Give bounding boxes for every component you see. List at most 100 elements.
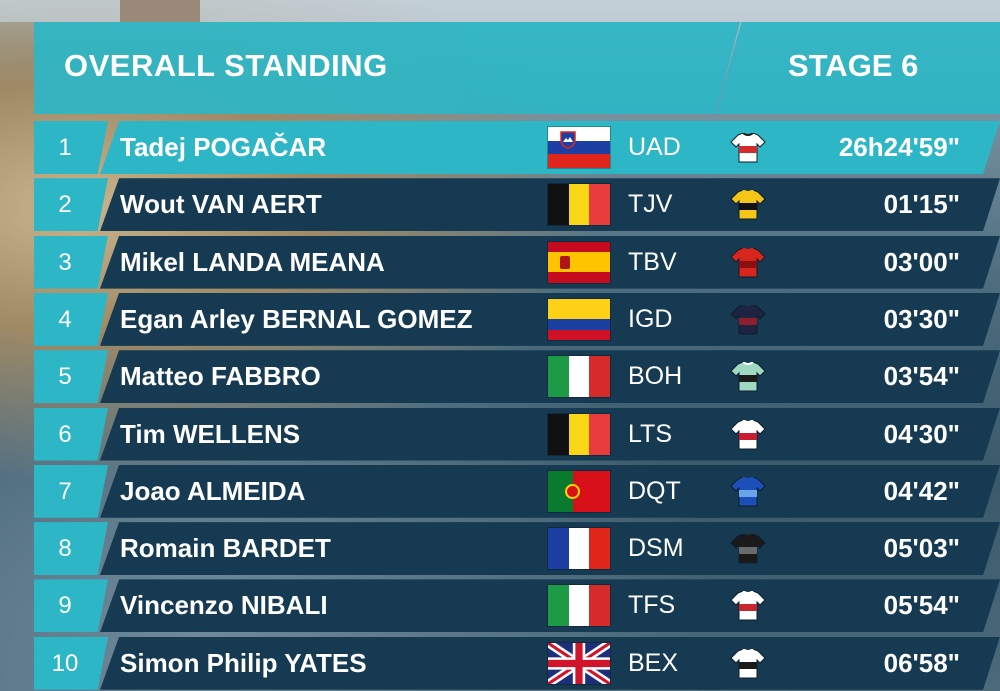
rider-cell [100,121,736,174]
team-code: DSM [628,534,684,563]
rider-name: Romain BARDET [120,533,331,564]
rider-name: Matteo FABBRO [120,361,321,392]
rank-cell [34,350,108,404]
standing-row: 6 Tim WELLENS LTS 04'30" [34,407,1000,461]
rider-cell [100,407,736,461]
team-code: IGD [628,304,673,333]
rider-cell [100,292,736,346]
background-sky [0,0,1000,22]
rider-name: Simon Philip YATES [120,647,367,678]
rider-cell [100,464,736,518]
rider-time: 04'42" [883,475,960,506]
rank-cell [34,121,108,174]
team-code: BEX [628,648,679,677]
rider-name: Tadej POGAČAR [120,132,327,162]
standing-row: 5 Matteo FABBRO BOH 03'54" [34,350,1000,404]
rider-cell [100,636,736,690]
rank-number: 9 [58,592,72,620]
belgium-flag [548,184,610,226]
rank-number: 10 [51,649,79,677]
time-cell [788,579,1000,633]
spain-flag [548,241,610,283]
rank-number: 4 [58,305,72,333]
boh-jersey-icon [730,361,766,392]
rider-name: Vincenzo NIBALI [120,590,328,621]
tfs-jersey-icon [730,590,766,621]
rider-cell [100,235,736,289]
team-code: TJV [628,190,673,219]
standing-row: 7 Joao ALMEIDA DQT 04'42" [34,464,1000,518]
team-code: BOH [628,362,683,391]
rider-name: Joao ALMEIDA [120,475,306,506]
standing-row: 8 Romain BARDET DSM 05'03" [34,522,1000,576]
team-code: TFS [628,591,676,620]
rider-name: Egan Arley BERNAL GOMEZ [120,303,473,334]
uad-jersey-icon [730,132,766,163]
rider-time: 06'58" [883,647,960,678]
slovenia-flag [548,127,610,168]
stage-label: STAGE 6 [788,48,919,83]
rider-time: 04'30" [883,418,960,449]
rider-cell [100,178,736,232]
dqt-jersey-icon [730,475,766,507]
time-cell [788,636,1000,690]
tbv-jersey-icon [730,246,766,278]
rider-cell [100,522,736,576]
time-cell [788,464,1000,518]
rider-name: Wout VAN AERT [120,189,322,220]
time-cell [788,522,1000,576]
rider-time: 03'00" [883,246,960,277]
rider-time: 01'15" [883,189,960,220]
time-cell [788,407,1000,461]
rank-number: 2 [58,191,72,219]
belgium-flag [548,413,610,455]
team-code: LTS [628,419,672,448]
rider-cell [100,579,736,633]
uk-flag [548,642,610,684]
rank-number: 7 [58,477,72,505]
time-cell [788,235,1000,289]
rider-time: 05'03" [883,533,960,564]
standing-row: 1 Tadej POGAČAR UAD 26h24'59" [34,121,1000,174]
rank-number: 3 [58,248,72,276]
standing-row: 4 Egan Arley BERNAL GOMEZ IGD 03'30" [34,292,1000,346]
tjv-jersey-icon [730,189,766,220]
rank-cell [34,464,108,518]
rank-number: 8 [58,535,72,563]
rider-time: 03'54" [883,361,960,392]
rank-number: 1 [58,134,72,161]
standing-row: 10 Simon Philip YATES BEX 06'58" [34,636,1000,690]
italy-flag [548,356,610,398]
rank-cell [34,522,108,576]
france-flag [548,528,610,570]
bex-jersey-icon [730,647,766,679]
standing-row: 9 Vincenzo NIBALI TFS 05'54" [34,579,1000,633]
rank-cell [34,636,108,690]
time-cell [788,292,1000,346]
page-title: OVERALL STANDING [64,48,388,83]
standing-row: 3 Mikel LANDA MEANA TBV 03'00" [34,235,1000,289]
time-cell [788,178,1000,232]
rank-cell [34,235,108,289]
rider-time: 26h24'59" [838,132,960,162]
rider-time: 03'30" [883,303,960,334]
team-code: UAD [628,133,681,161]
standing-row: 2 Wout VAN AERT TJV 01'15" [34,178,1000,232]
rider-cell [100,350,736,404]
rank-cell [34,579,108,633]
header-stage-panel [716,22,1000,114]
time-cell [788,350,1000,404]
lts-jersey-icon [730,418,766,450]
dsm-jersey-icon [730,533,766,564]
rider-time: 05'54" [883,590,960,621]
background-building [120,0,200,22]
colombia-flag [548,298,610,340]
igd-jersey-icon [730,304,766,335]
rank-cell [34,178,108,232]
rank-number: 5 [58,363,72,391]
italy-flag [548,585,610,627]
time-cell [788,121,1000,174]
rider-name: Tim WELLENS [120,418,301,449]
rank-cell [34,292,108,346]
rider-name: Mikel LANDA MEANA [120,246,385,277]
